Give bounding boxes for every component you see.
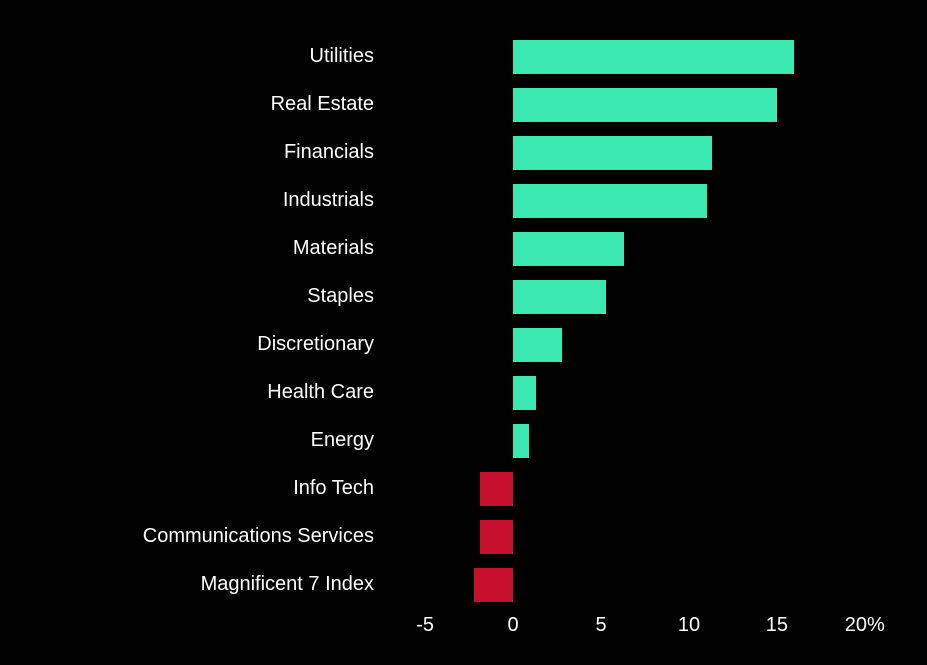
category-label: Energy <box>311 429 374 452</box>
bar <box>513 328 562 362</box>
bar <box>513 184 706 218</box>
bar <box>513 136 712 170</box>
bar <box>474 568 513 602</box>
category-label: Magnificent 7 Index <box>201 573 374 596</box>
bar <box>513 232 624 266</box>
bar <box>513 424 529 458</box>
x-tick-label: 10 <box>678 614 700 637</box>
category-label: Materials <box>293 237 374 260</box>
bar <box>513 280 606 314</box>
sector-performance-chart: Utilities Real Estate Financials Industrial… <box>0 0 927 665</box>
category-label: Real Estate <box>271 93 374 116</box>
category-label: Staples <box>307 285 374 308</box>
category-label: Health Care <box>267 381 374 404</box>
x-tick-label: 5 <box>595 614 606 637</box>
x-tick-label: 15 <box>766 614 788 637</box>
category-label: Financials <box>284 141 374 164</box>
bar <box>513 88 777 122</box>
bar <box>513 376 536 410</box>
x-tick-label: 0 <box>508 614 519 637</box>
bar <box>480 520 513 554</box>
x-tick-label: 20% <box>845 614 885 637</box>
bar <box>513 40 794 74</box>
category-label: Industrials <box>283 189 374 212</box>
bar <box>480 472 513 506</box>
category-label: Discretionary <box>257 333 374 356</box>
category-label: Info Tech <box>293 477 374 500</box>
category-label: Communications Services <box>143 525 374 548</box>
x-tick-label: -5 <box>416 614 434 637</box>
category-label: Utilities <box>310 45 374 68</box>
